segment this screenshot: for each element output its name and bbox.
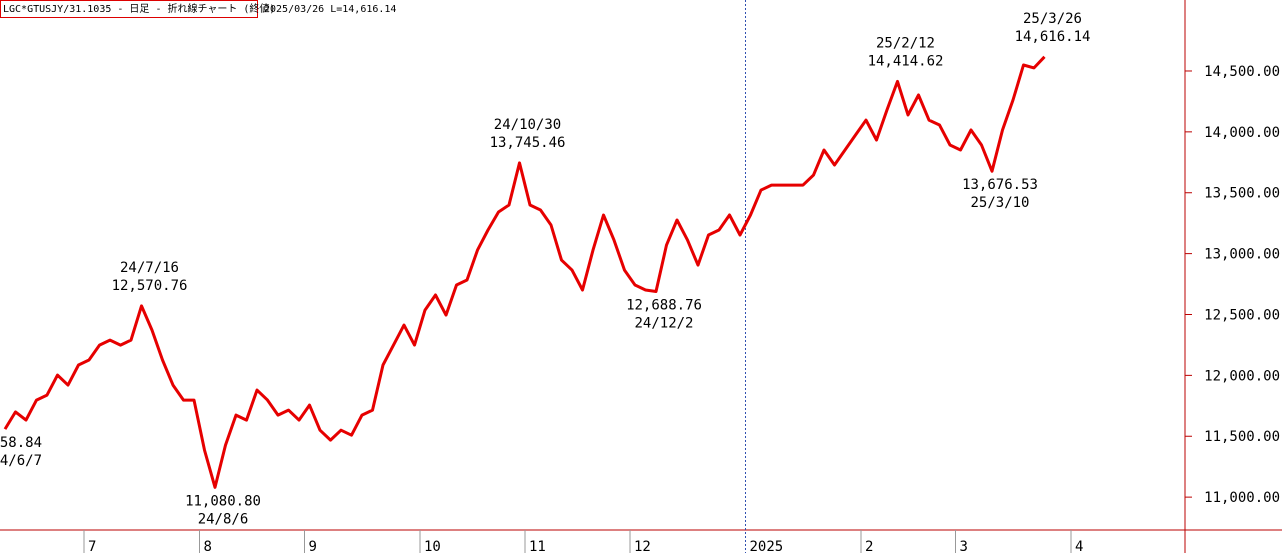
- value-label: 12,570.76: [112, 278, 188, 294]
- date-label: 24/12/2: [634, 316, 693, 332]
- y-tick-label: 12,000.00: [1204, 368, 1280, 384]
- x-tick-label: 4: [1075, 539, 1083, 553]
- y-tick-label: 13,000.00: [1204, 247, 1280, 263]
- x-tick-label: 12: [634, 539, 651, 553]
- x-tick-label: 10: [424, 539, 441, 553]
- x-tick-label: 8: [204, 539, 212, 553]
- chart-subtitle: 2025/03/26 L=14,616.14: [264, 4, 396, 15]
- title-box: [0, 0, 258, 18]
- y-tick-label: 12,500.00: [1204, 307, 1280, 323]
- x-tick-label: 9: [309, 539, 317, 553]
- y-tick-label: 14,000.00: [1204, 125, 1280, 141]
- y-tick-label: 14,500.00: [1204, 64, 1280, 80]
- chart-title: LGC*GTUSJY/31.1035 - 日足 - 折れ線チャート (終値): [3, 2, 275, 15]
- y-tick-label: 11,500.00: [1204, 429, 1280, 445]
- x-tick-label: 2025: [750, 539, 784, 553]
- date-label: 25/2/12: [876, 35, 935, 51]
- value-label: 11,558.84: [0, 435, 42, 451]
- value-label: 14,616.14: [1015, 29, 1091, 45]
- x-tick-label: 2: [865, 539, 873, 553]
- value-label: 13,745.46: [490, 135, 566, 151]
- value-label: 13,676.53: [962, 177, 1038, 193]
- price-line: [3, 55, 1046, 489]
- value-label: 11,080.80: [185, 493, 261, 509]
- date-label: 25/3/26: [1023, 11, 1082, 27]
- value-label: 14,414.62: [868, 53, 944, 69]
- x-tick-label: 3: [960, 539, 968, 553]
- y-tick-label: 13,500.00: [1204, 186, 1280, 202]
- date-label: 24/8/6: [198, 511, 249, 527]
- y-tick-label: 11,000.00: [1204, 490, 1280, 506]
- date-label: 25/3/10: [970, 195, 1029, 211]
- date-label: 24/7/16: [120, 260, 179, 276]
- x-tick-label: 11: [529, 539, 546, 553]
- x-tick-label: 7: [88, 539, 96, 553]
- date-label: 24/6/7: [0, 453, 42, 469]
- date-label: 24/10/30: [494, 117, 561, 133]
- value-label: 12,688.76: [626, 298, 702, 314]
